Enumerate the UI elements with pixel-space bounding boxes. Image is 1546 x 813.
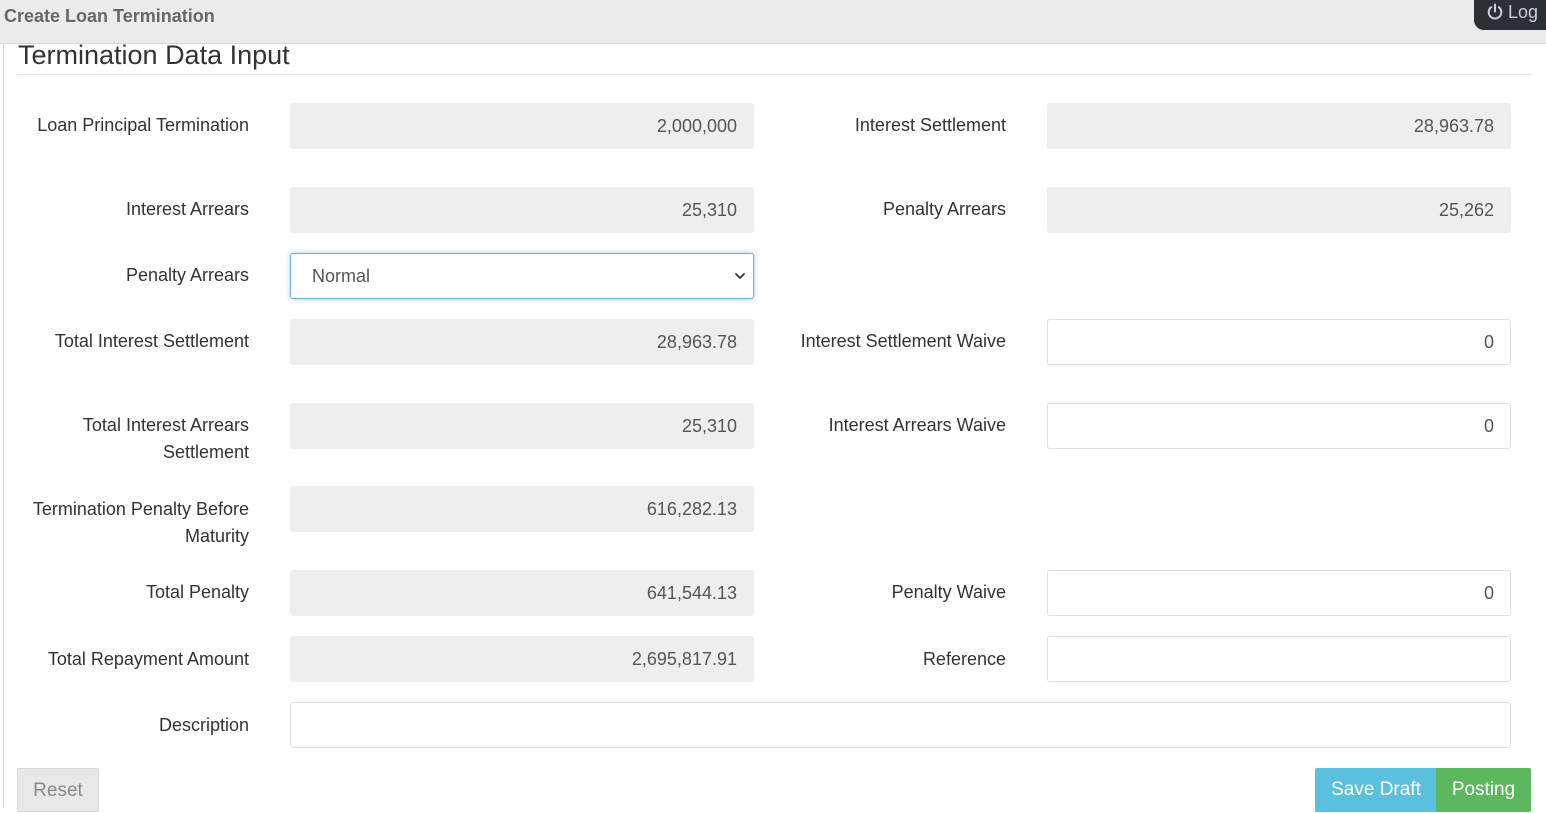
reference-label: Reference	[922, 649, 1006, 669]
penalty-arrears-label: Penalty Arrears	[882, 199, 1006, 219]
interest-settlement-label: Interest Settlement	[854, 115, 1006, 135]
interest-settlement-waive-input[interactable]	[1047, 319, 1511, 365]
penalty-arrears-field	[1047, 187, 1511, 233]
interest-arrears-waive-input[interactable]	[1047, 403, 1511, 449]
description-input[interactable]	[290, 702, 1511, 748]
penalty-waive-label: Penalty Waive	[891, 582, 1006, 602]
section-title: Termination Data Input	[18, 40, 290, 70]
reference-input[interactable]	[1047, 636, 1511, 682]
logout-label: Log	[1508, 2, 1539, 22]
total-interest-settlement-label: Total Interest Settlement	[54, 331, 249, 351]
interest-settlement-field	[1047, 103, 1511, 149]
description-label: Description	[158, 715, 249, 735]
penalty-arrears-type-select[interactable]: Normal	[290, 253, 754, 299]
interest-arrears-waive-label: Interest Arrears Waive	[828, 415, 1006, 435]
total-repayment-amount-field	[290, 636, 754, 682]
power-icon	[1487, 3, 1503, 20]
total-interest-settlement-field	[290, 319, 754, 365]
top-bar: Create Loan Termination Log	[0, 0, 1546, 44]
save-draft-button[interactable]: Save Draft	[1315, 768, 1437, 812]
interest-arrears-field	[290, 187, 754, 233]
total-interest-arrears-settlement-field	[290, 403, 754, 449]
penalty-waive-input[interactable]	[1047, 570, 1511, 616]
termination-penalty-before-maturity-label: Termination Penalty Before Maturity	[32, 499, 249, 546]
chevron-down-icon	[735, 273, 745, 279]
total-penalty-label: Total Penalty	[145, 582, 249, 602]
termination-form-panel: Termination Data Input Loan Principal Te…	[3, 40, 1546, 812]
penalty-arrears-type-label: Penalty Arrears	[125, 265, 249, 285]
logout-button[interactable]: Log	[1474, 0, 1546, 30]
total-interest-arrears-settlement-label: Total Interest Arrears Settlement	[82, 415, 249, 462]
loan-principal-termination-label: Loan Principal Termination	[37, 115, 249, 135]
interest-arrears-label: Interest Arrears	[125, 199, 249, 219]
page-title: Create Loan Termination	[4, 6, 215, 26]
total-penalty-field	[290, 570, 754, 616]
posting-button[interactable]: Posting	[1436, 768, 1531, 812]
interest-settlement-waive-label: Interest Settlement Waive	[800, 331, 1006, 351]
reset-button[interactable]: Reset	[17, 768, 99, 812]
termination-penalty-before-maturity-field	[290, 486, 754, 532]
penalty-arrears-type-value: Normal	[312, 266, 371, 286]
loan-principal-termination-field	[290, 103, 754, 149]
total-repayment-amount-label: Total Repayment Amount	[47, 649, 249, 669]
section-divider	[17, 74, 1531, 75]
